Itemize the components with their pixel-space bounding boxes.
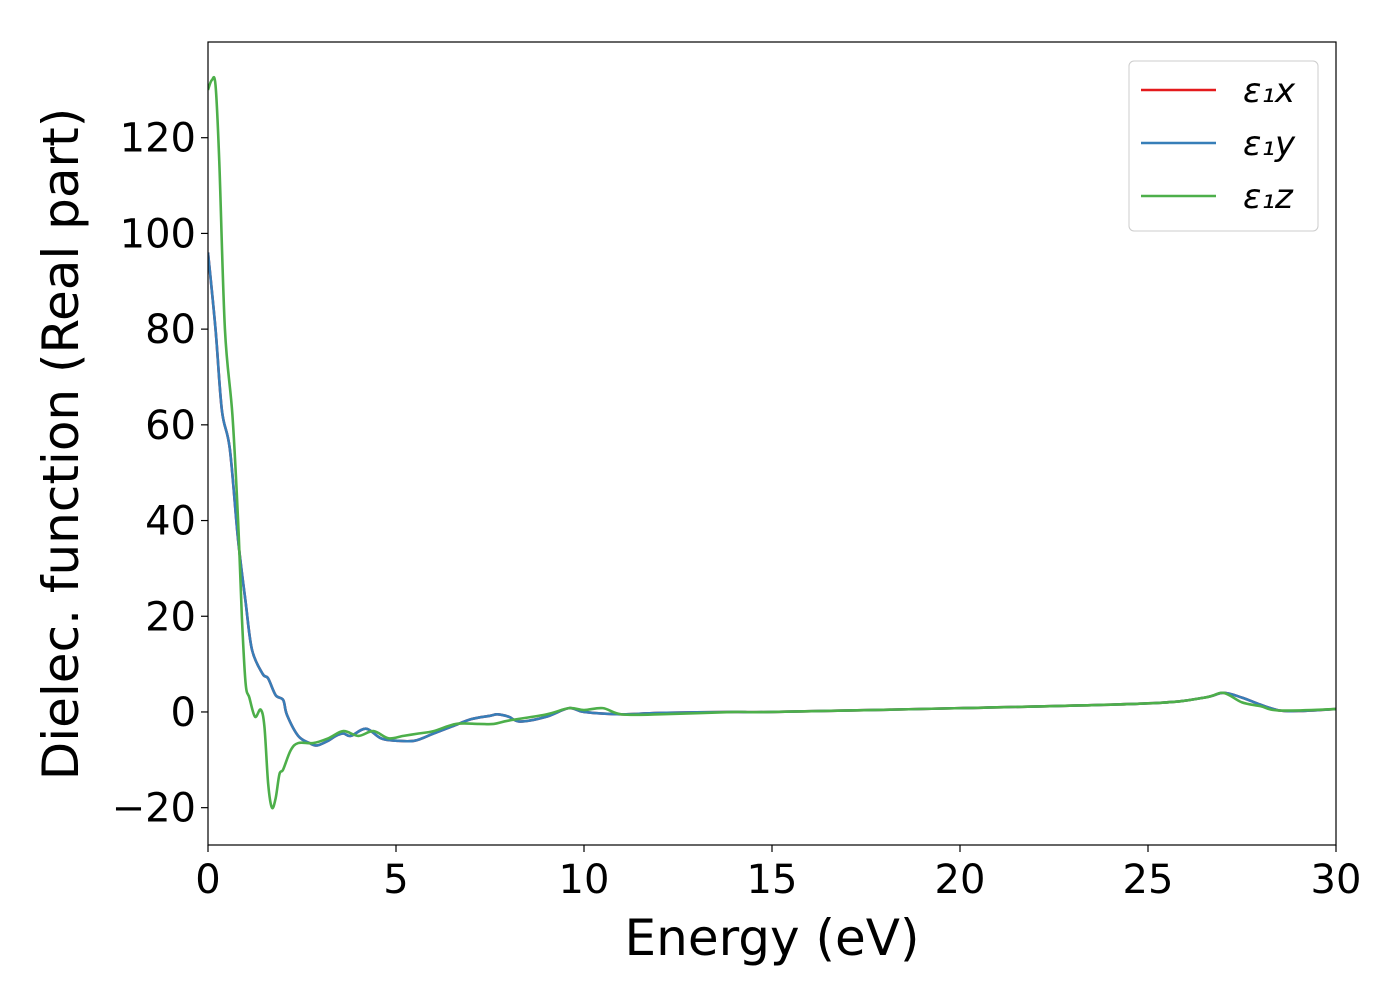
y-axis-label: Dielec. function (Real part) — [32, 108, 90, 780]
legend-label: ε₁x — [1243, 71, 1296, 111]
x-tick-label: 30 — [1311, 857, 1362, 903]
series-layer — [208, 75, 1336, 810]
x-axis-label: Energy (eV) — [625, 909, 920, 967]
x-tick-label: 15 — [747, 857, 798, 903]
legend-label: ε₁y — [1243, 124, 1296, 164]
y-tick-label: 20 — [145, 594, 196, 640]
y-axis: −20 0 20 40 60 80 100 120 — [112, 116, 208, 832]
x-tick-label: 20 — [935, 857, 986, 903]
y-tick-label: 80 — [145, 307, 196, 353]
x-axis: 0 5 10 15 20 25 30 — [195, 845, 1361, 903]
legend-frame — [1128, 60, 1319, 232]
x-tick-label: 25 — [1123, 857, 1174, 903]
series-line-2 — [208, 75, 1336, 810]
series-line-1 — [208, 252, 1336, 747]
y-tick-label: 60 — [145, 403, 196, 449]
y-tick-label: −20 — [112, 786, 196, 832]
legend: ε₁x ε₁y ε₁z — [1128, 60, 1319, 232]
legend-label: ε₁z — [1243, 177, 1294, 217]
x-tick-label: 10 — [559, 857, 610, 903]
x-tick-label: 0 — [195, 857, 220, 903]
y-tick-label: 40 — [145, 499, 196, 545]
x-tick-label: 5 — [383, 857, 408, 903]
y-tick-label: 0 — [171, 690, 196, 736]
y-tick-label: 100 — [120, 211, 196, 257]
series-line-0 — [208, 252, 1336, 747]
y-tick-label: 120 — [120, 116, 196, 162]
